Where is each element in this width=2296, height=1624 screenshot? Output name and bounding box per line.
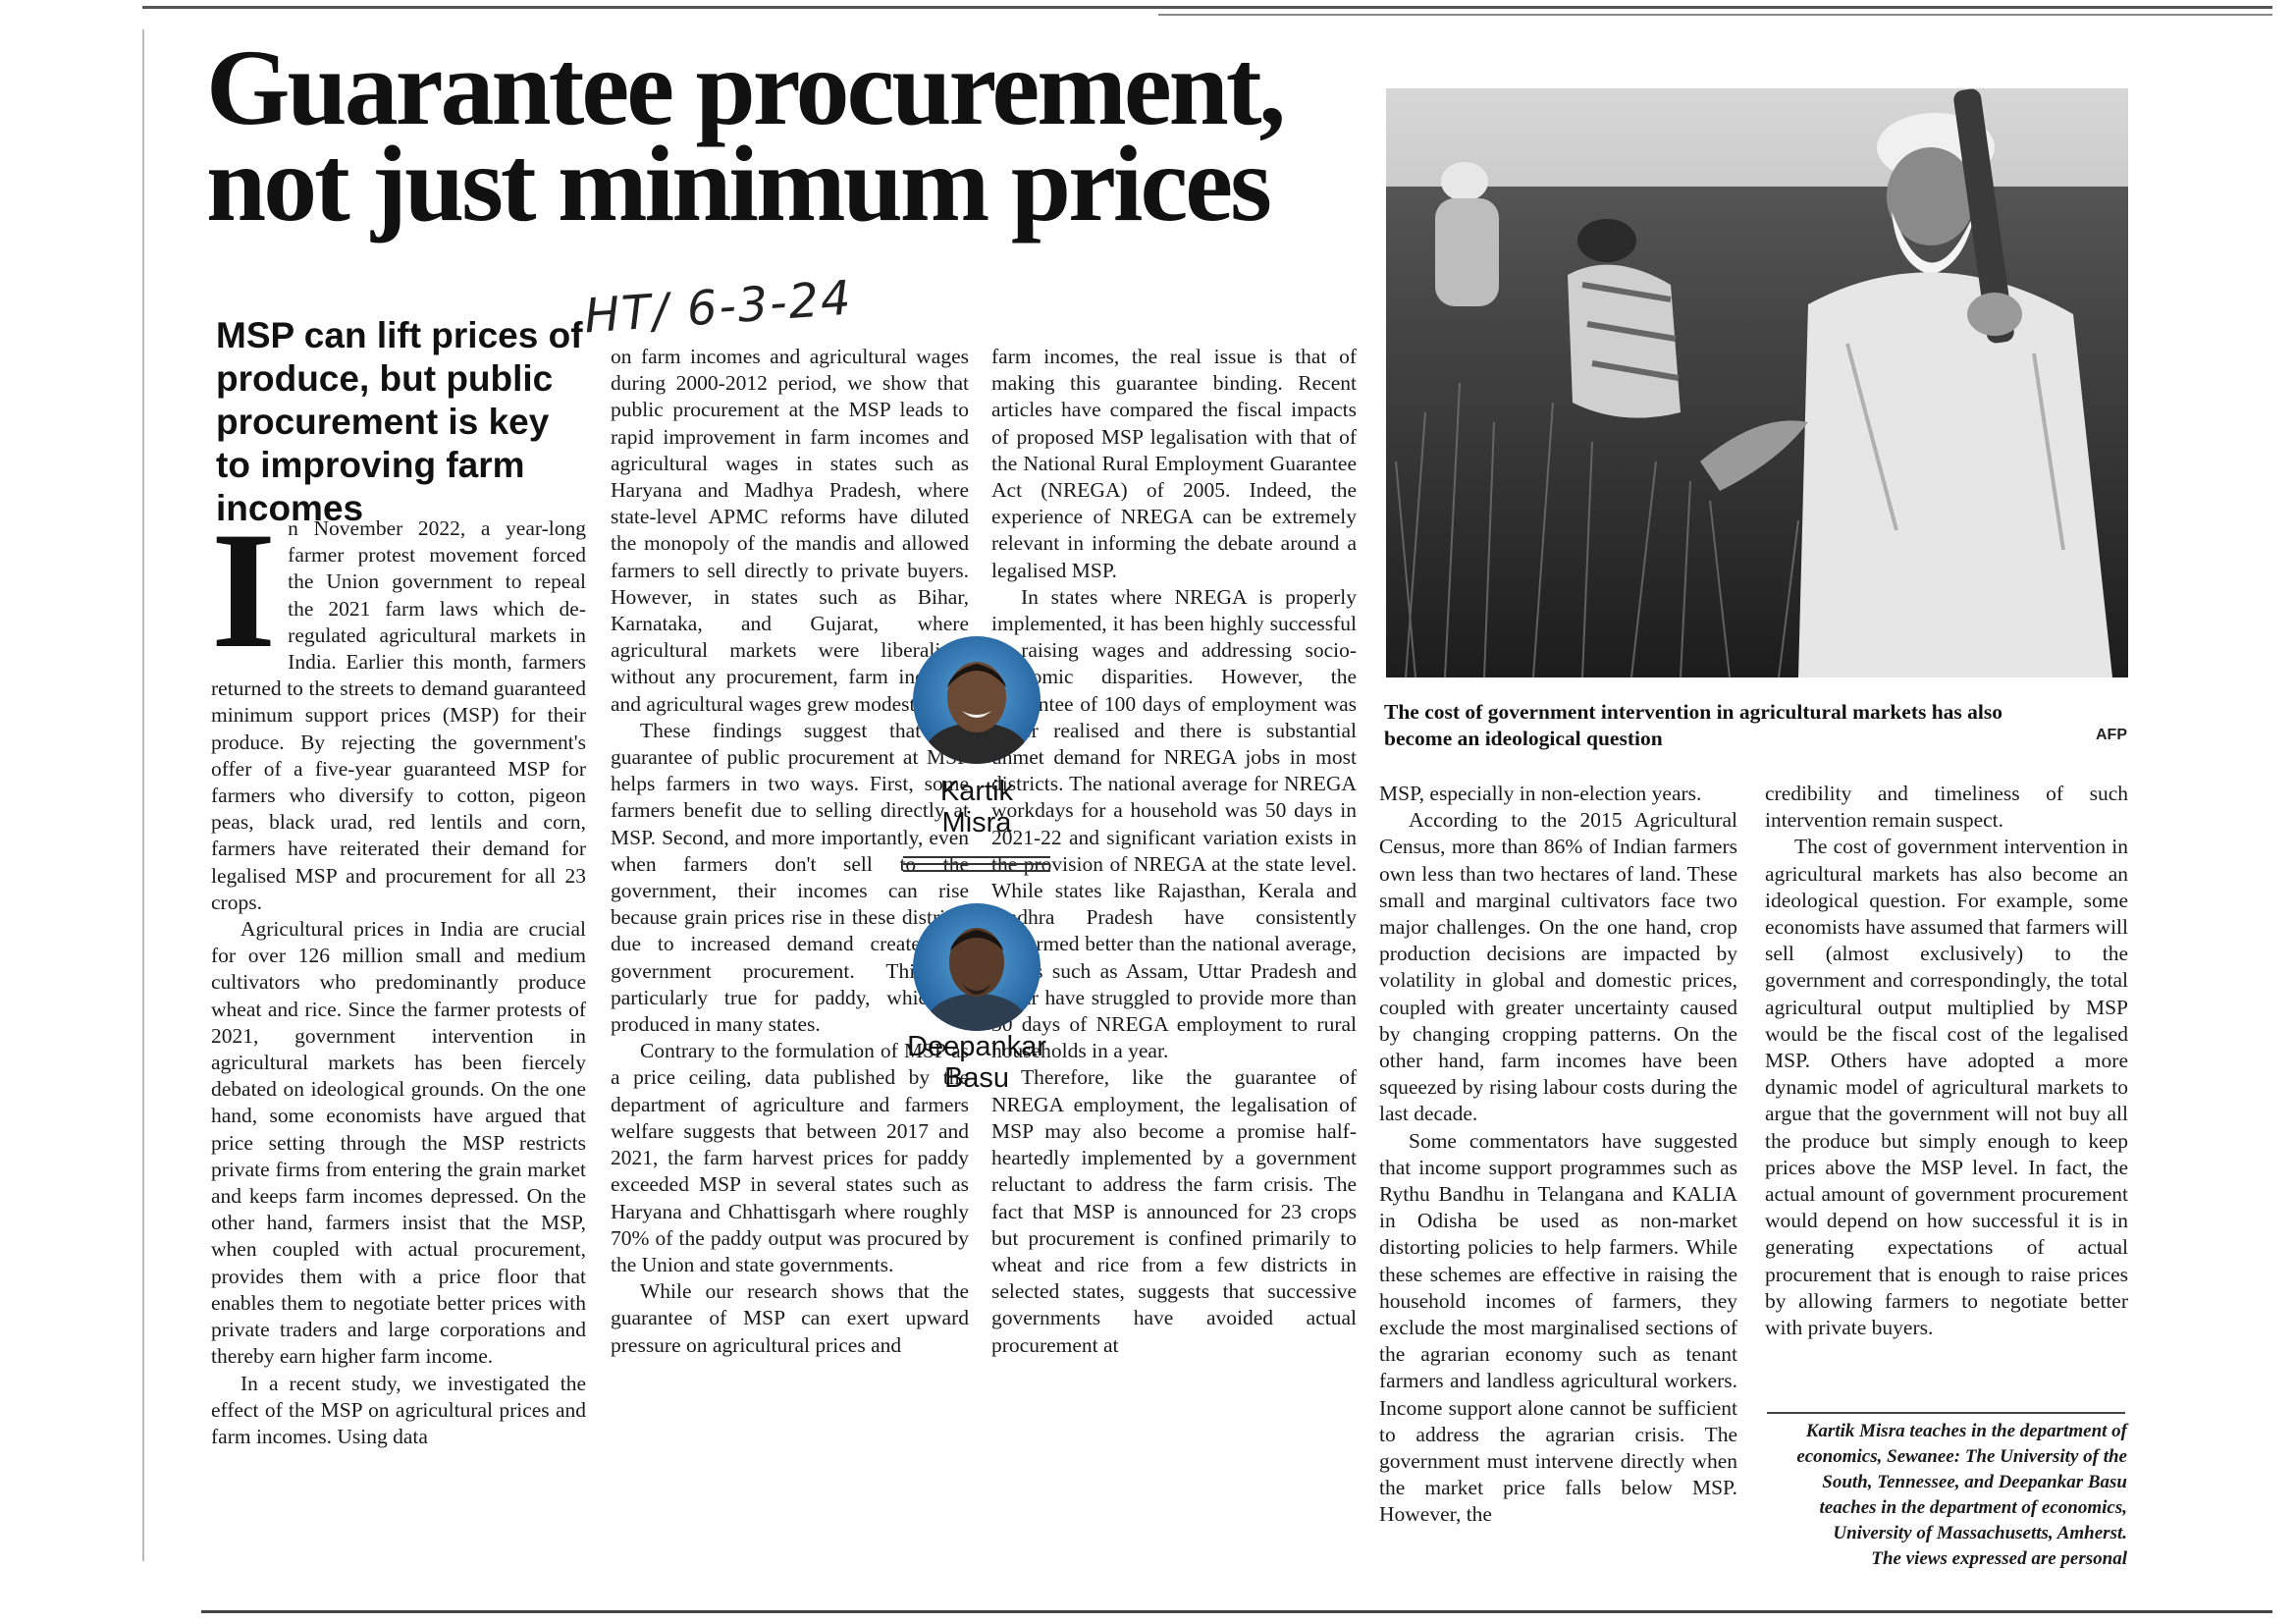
page-margin-line	[142, 29, 144, 1561]
paragraph: The cost of government intervention in a…	[1765, 835, 2128, 1340]
author-divider	[903, 856, 1050, 876]
article-column-4: MSP, especially in non-election years. A…	[1379, 781, 1737, 1529]
article-headline: Guarantee procurement, not just minimum …	[206, 27, 1286, 244]
handwritten-date-note: HT/ 6-3-24	[582, 270, 855, 345]
article-column-3: farm incomes, the real issue is that of …	[991, 344, 1357, 1359]
paragraph: Some commentators have suggested that in…	[1379, 1128, 1737, 1527]
paragraph: farm incomes, the real issue is that of …	[991, 345, 1357, 582]
article-column-2: on farm incomes and agricultural wages d…	[611, 344, 969, 1359]
paragraph: In states where NREGA is properly implem…	[991, 584, 1357, 1063]
disclaimer-text: The views expressed are personal	[1871, 1548, 2127, 1569]
paragraph: According to the 2015 Agricultural Censu…	[1379, 808, 1737, 1126]
paragraph: These findings suggest that the guarante…	[611, 718, 969, 1037]
top-rule-secondary	[1158, 14, 2272, 16]
paragraph: n November 2022, a year-long farmer prot…	[211, 516, 586, 914]
top-rule	[142, 6, 2272, 9]
paragraph: In a recent study, we investigated the e…	[211, 1371, 586, 1448]
bio-divider	[1767, 1412, 2125, 1414]
paragraph: Agricultural prices in India are crucial…	[211, 917, 586, 1369]
paragraph: credibility and timeliness of such inter…	[1765, 782, 2128, 833]
author-name-deepankar-basu: Deepankar Basu	[907, 1031, 1046, 1094]
photo-credit: AFP	[2096, 727, 2127, 743]
photo-caption: The cost of government intervention in a…	[1384, 700, 2003, 750]
drop-cap: I	[211, 498, 277, 682]
article-deck: MSP can lift prices of produce, but publ…	[216, 315, 583, 528]
bio-text: Kartik Misra teaches in the department o…	[1796, 1421, 2127, 1543]
article-column-1: I n November 2022, a year-long farmer pr…	[211, 498, 586, 1450]
article-column-5: credibility and timeliness of such inter…	[1765, 781, 2128, 1341]
author-name-kartik-misra: Kartik Misra	[939, 776, 1014, 839]
paragraph: MSP, especially in non-election years.	[1379, 782, 1702, 805]
paragraph: Contrary to the formulation of MSP as a …	[611, 1039, 969, 1276]
author-photo-kartik-misra	[913, 636, 1041, 764]
paragraph: on farm incomes and agricultural wages d…	[611, 345, 969, 716]
farmer-field-photo	[1386, 88, 2128, 677]
author-bio: Kartik Misra teaches in the department o…	[1762, 1419, 2127, 1572]
bottom-rule	[201, 1610, 2272, 1613]
paragraph: Therefore, like the guarantee of NREGA e…	[991, 1065, 1357, 1357]
author-photo-deepankar-basu	[913, 903, 1041, 1031]
paragraph: While our research shows that the guaran…	[611, 1279, 969, 1357]
